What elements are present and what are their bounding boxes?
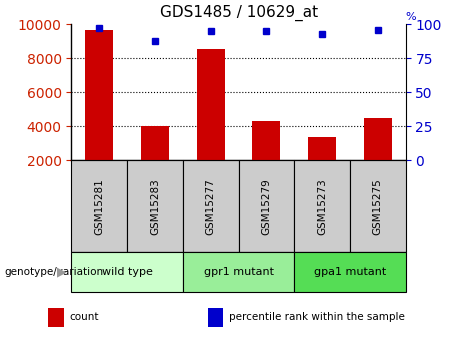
Bar: [350, 160, 406, 252]
Bar: [197, 49, 225, 160]
Text: GSM15283: GSM15283: [150, 178, 160, 235]
Bar: [48, 308, 64, 327]
Bar: [71, 160, 127, 252]
Text: %: %: [406, 12, 416, 22]
Bar: [364, 118, 392, 160]
Text: GSM15279: GSM15279: [261, 178, 272, 235]
Bar: [208, 308, 223, 327]
Text: count: count: [69, 312, 99, 322]
Bar: [183, 252, 294, 292]
Text: GSM15277: GSM15277: [206, 178, 216, 235]
Text: GSM15275: GSM15275: [373, 178, 383, 235]
Bar: [127, 160, 183, 252]
Text: percentile rank within the sample: percentile rank within the sample: [229, 312, 405, 322]
Title: GDS1485 / 10629_at: GDS1485 / 10629_at: [160, 5, 318, 21]
Text: GSM15281: GSM15281: [95, 178, 104, 235]
Bar: [85, 30, 113, 160]
Bar: [238, 160, 294, 252]
Text: genotype/variation: genotype/variation: [5, 267, 104, 277]
Bar: [253, 121, 280, 160]
Text: gpr1 mutant: gpr1 mutant: [204, 267, 273, 277]
Bar: [308, 137, 336, 160]
Bar: [141, 126, 169, 160]
Bar: [183, 160, 238, 252]
Bar: [294, 252, 406, 292]
Bar: [71, 252, 183, 292]
Text: GSM15273: GSM15273: [317, 178, 327, 235]
Text: ▶: ▶: [57, 265, 67, 278]
Bar: [294, 160, 350, 252]
Text: wild type: wild type: [102, 267, 153, 277]
Text: gpa1 mutant: gpa1 mutant: [314, 267, 386, 277]
